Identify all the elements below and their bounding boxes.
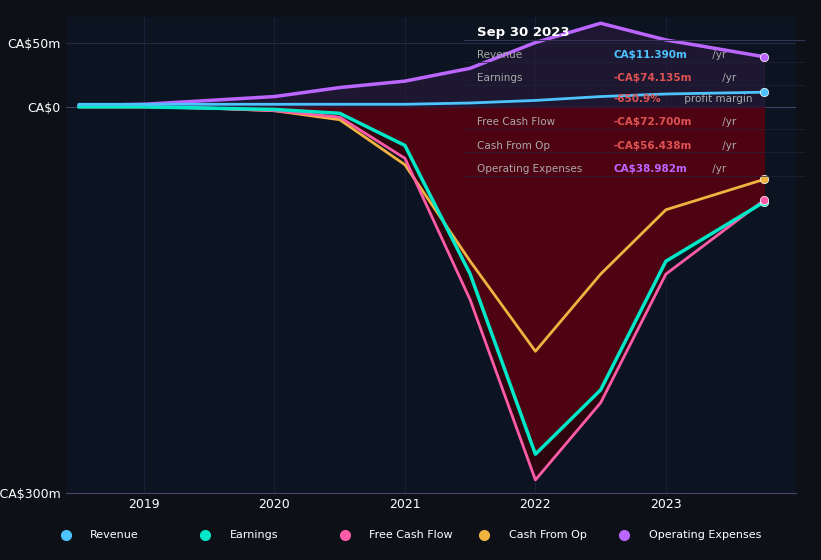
Text: /yr: /yr bbox=[709, 164, 727, 174]
Text: /yr: /yr bbox=[718, 117, 736, 127]
Text: -650.9%: -650.9% bbox=[614, 94, 662, 104]
Text: -CA$72.700m: -CA$72.700m bbox=[614, 117, 692, 127]
Text: Revenue: Revenue bbox=[90, 530, 139, 540]
Text: Revenue: Revenue bbox=[478, 50, 523, 60]
Text: Operating Expenses: Operating Expenses bbox=[649, 530, 761, 540]
Text: Cash From Op: Cash From Op bbox=[478, 141, 551, 151]
Text: /yr: /yr bbox=[718, 141, 736, 151]
Text: /yr: /yr bbox=[709, 50, 727, 60]
Text: Free Cash Flow: Free Cash Flow bbox=[369, 530, 453, 540]
Text: Sep 30 2023: Sep 30 2023 bbox=[478, 26, 570, 39]
Text: CA$38.982m: CA$38.982m bbox=[614, 164, 688, 174]
Text: Cash From Op: Cash From Op bbox=[509, 530, 587, 540]
Text: profit margin: profit margin bbox=[681, 94, 752, 104]
Text: Free Cash Flow: Free Cash Flow bbox=[478, 117, 556, 127]
Text: Earnings: Earnings bbox=[230, 530, 278, 540]
Text: -CA$56.438m: -CA$56.438m bbox=[614, 141, 692, 151]
Text: Earnings: Earnings bbox=[478, 73, 523, 83]
Text: Operating Expenses: Operating Expenses bbox=[478, 164, 583, 174]
Text: /yr: /yr bbox=[718, 73, 736, 83]
Text: CA$11.390m: CA$11.390m bbox=[614, 50, 688, 60]
Text: -CA$74.135m: -CA$74.135m bbox=[614, 73, 692, 83]
